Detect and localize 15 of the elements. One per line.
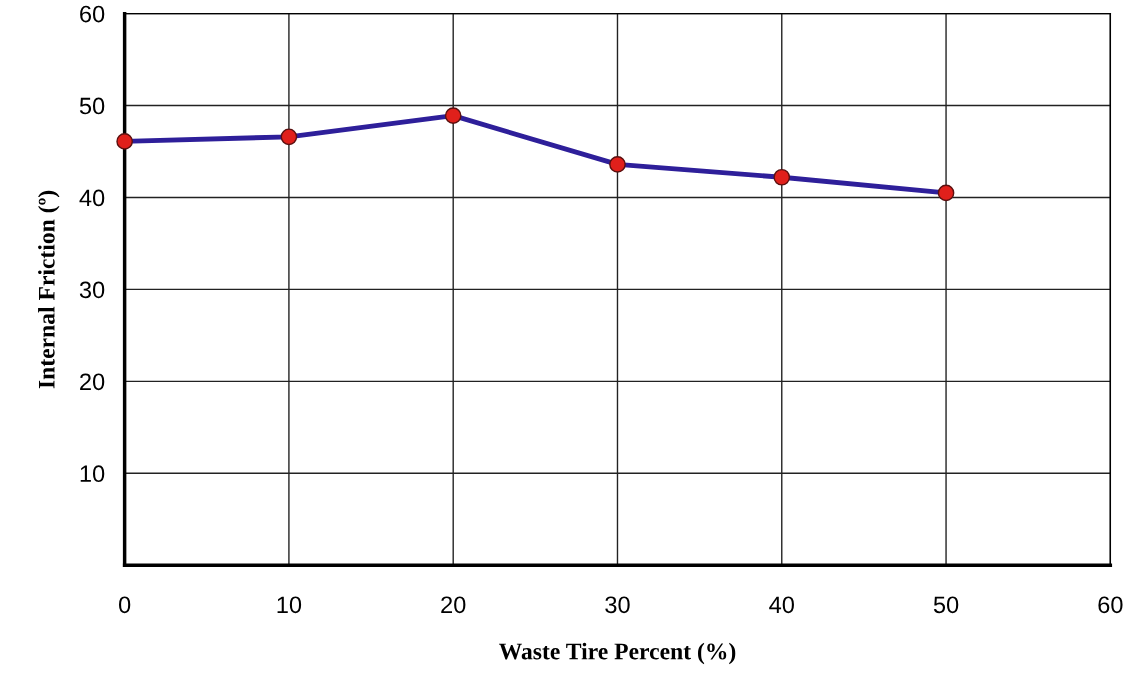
x-tick-label: 10 [277,596,302,614]
x-tick-label: 30 [605,596,630,614]
y-tick-label: 50 [79,97,105,115]
x-axis-title: Waste Tire Percent (%) [499,642,736,665]
y-tick-label: 60 [80,5,105,23]
x-tick-label: 40 [769,596,794,614]
y-tick-label: 20 [80,373,105,391]
x-tick-label: 60 [1098,596,1123,614]
y-tick-label: 40 [79,189,105,207]
x-tick-label: 0 [118,596,131,614]
x-tick-label: 50 [933,596,959,614]
y-tick-label: 30 [79,281,105,299]
x-tick-label: 20 [441,596,466,614]
y-axis-title: Internal Friction (º) [38,190,60,389]
y-tick-label: 10 [80,465,105,483]
